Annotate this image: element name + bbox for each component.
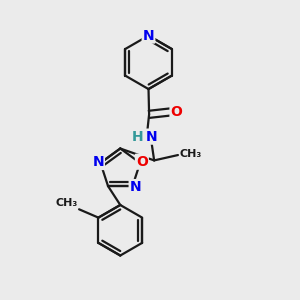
Text: N: N — [92, 155, 104, 169]
Text: O: O — [170, 105, 182, 119]
Text: N: N — [146, 130, 157, 144]
Text: H: H — [131, 130, 143, 144]
Text: O: O — [136, 155, 148, 169]
Text: N: N — [130, 180, 141, 194]
Text: N: N — [143, 28, 154, 43]
Text: CH₃: CH₃ — [179, 149, 202, 160]
Text: CH₃: CH₃ — [55, 198, 78, 208]
